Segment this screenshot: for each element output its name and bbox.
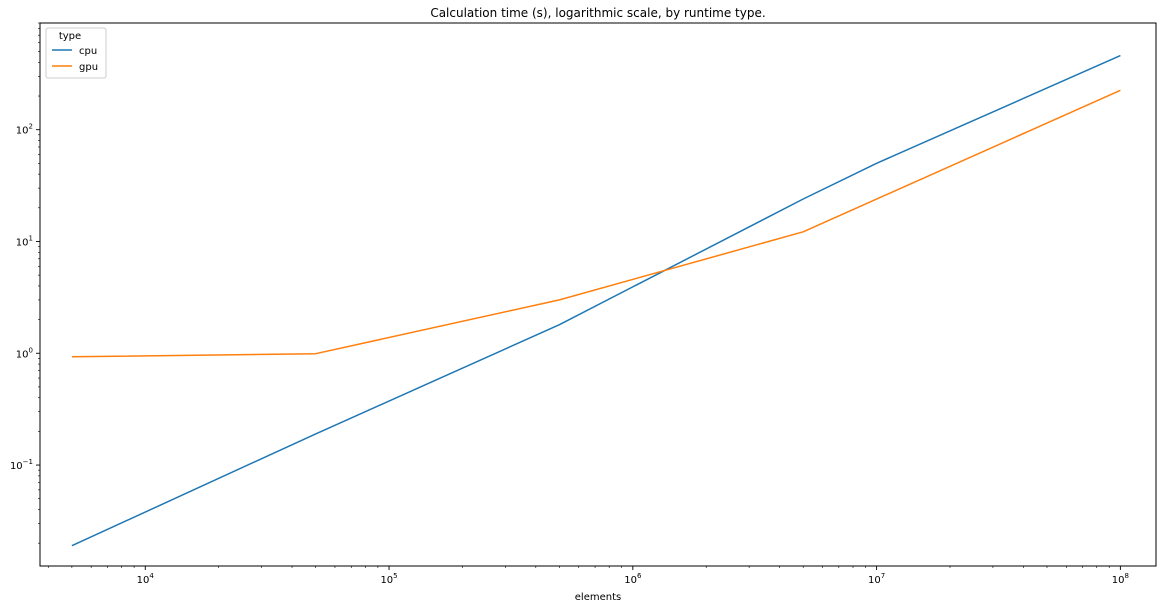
x-tick-label: 108 bbox=[1112, 572, 1129, 586]
series-line-cpu bbox=[71, 54, 1121, 547]
plot-area-frame bbox=[39, 22, 1157, 567]
chart-title: Calculation time (s), logarithmic scale,… bbox=[430, 6, 765, 20]
legend-label-cpu: cpu bbox=[79, 46, 97, 57]
legend-title: type bbox=[59, 31, 81, 42]
legend: type cpu gpu bbox=[45, 27, 107, 79]
y-tick-label: 101 bbox=[16, 234, 33, 248]
y-tick-label: 100 bbox=[16, 346, 33, 360]
x-tick-label: 106 bbox=[624, 572, 642, 586]
series-line-gpu bbox=[71, 89, 1121, 358]
series-lines bbox=[71, 54, 1121, 547]
x-axis-label: elements bbox=[575, 592, 621, 603]
legend-label-gpu: gpu bbox=[79, 62, 98, 73]
x-axis: 104 105 106 107 108 bbox=[47, 566, 1129, 586]
y-axis: 10−1 100 101 102 bbox=[10, 22, 40, 544]
legend-item-cpu: cpu bbox=[52, 46, 97, 57]
x-tick-label: 104 bbox=[137, 572, 155, 586]
y-tick-label: 10−1 bbox=[10, 458, 33, 472]
y-tick-label: 102 bbox=[16, 123, 33, 137]
x-tick-label: 105 bbox=[380, 572, 397, 586]
legend-item-gpu: gpu bbox=[52, 62, 98, 73]
x-tick-label: 107 bbox=[868, 572, 885, 586]
